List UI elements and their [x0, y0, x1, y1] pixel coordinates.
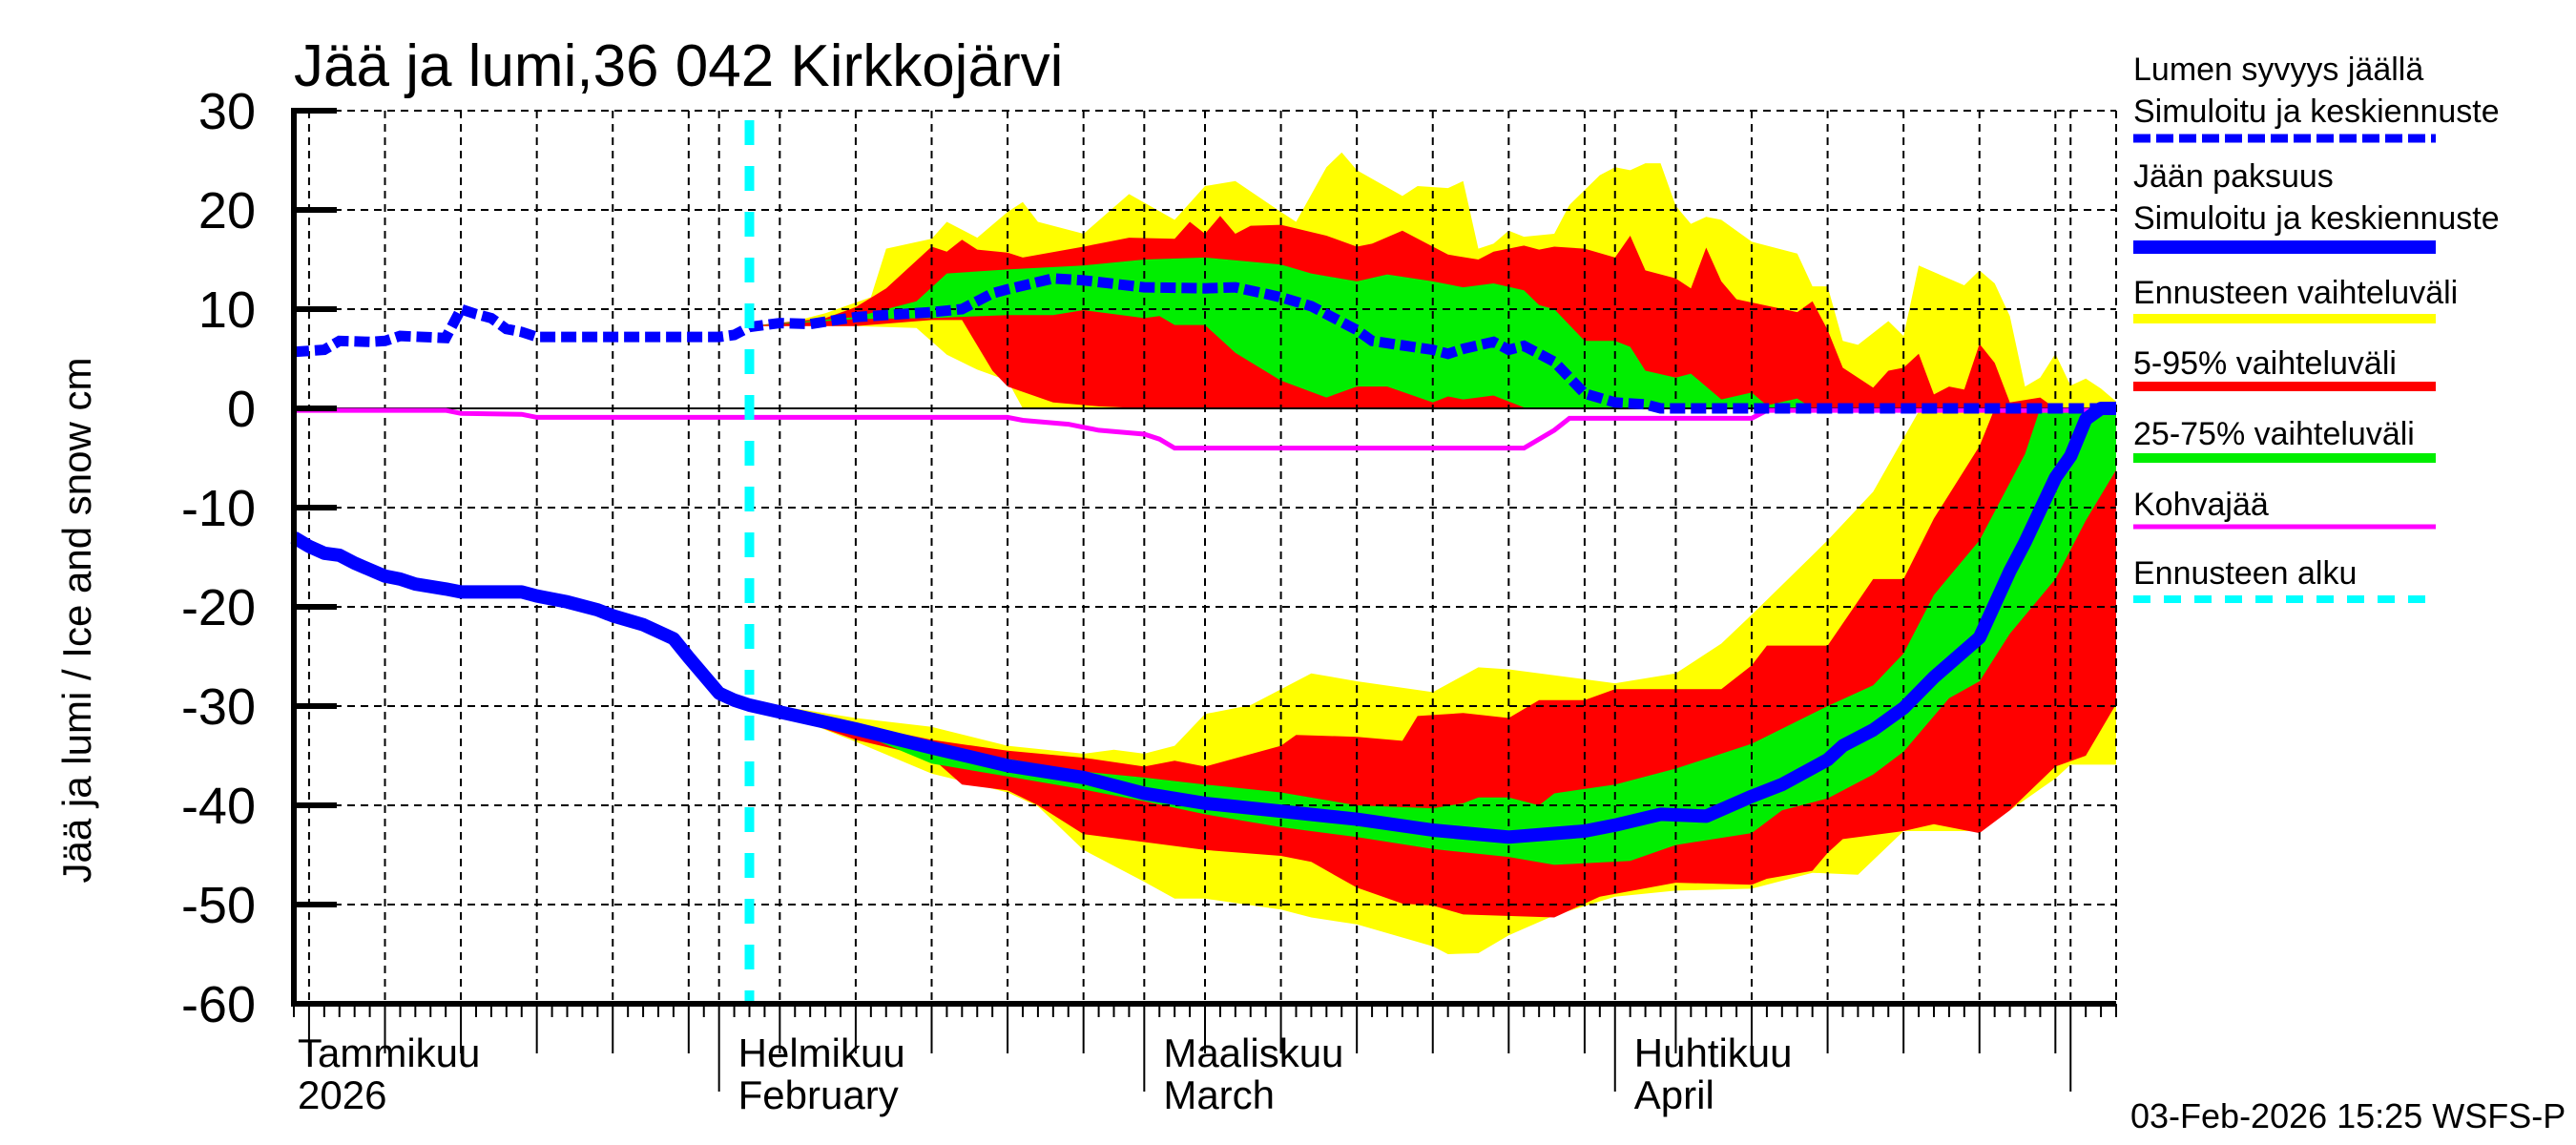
month-label-en: March — [1163, 1072, 1275, 1117]
legend-label: Ennusteen alku — [2133, 555, 2357, 592]
y-tick-label: 0 — [227, 381, 256, 438]
y-tick-label: -10 — [181, 480, 256, 537]
snow-25-75-band — [749, 257, 2116, 408]
y-axis-label: Jää ja lumi / Ice and snow cm — [54, 358, 99, 884]
grid-layer — [294, 110, 2117, 1004]
legend-label: Kohvajää — [2133, 487, 2269, 523]
y-tick-label: -40 — [181, 778, 256, 835]
legend: Lumen syvyys jäällä Simuloitu ja keskienn… — [2133, 52, 2500, 603]
legend-label: Lumen syvyys jäällä — [2133, 52, 2423, 88]
ice-25-75-band — [749, 408, 2116, 865]
legend-label-sub: Simuloitu ja keskiennuste — [2133, 94, 2500, 130]
y-tick-label: 20 — [198, 182, 256, 239]
ice-thickness-line — [290, 402, 2116, 844]
y-tick-label: 30 — [198, 83, 256, 140]
legend-label: Ennusteen vaihteluväli — [2133, 275, 2458, 311]
month-label: Helmikuu — [738, 1030, 905, 1075]
chart-title: Jää ja lumi,36 042 Kirkkojärvi — [294, 33, 1063, 99]
y-tick-label: -60 — [181, 976, 256, 1033]
legend-label: Jään paksuus — [2133, 158, 2334, 195]
month-label: Huhtikuu — [1634, 1030, 1793, 1075]
y-tick-label: -50 — [181, 877, 256, 934]
month-label-en: April — [1634, 1072, 1714, 1117]
y-tick-label: -20 — [181, 579, 256, 636]
y-tick-label: -30 — [181, 678, 256, 736]
legend-label: 5-95% vaihteluväli — [2133, 345, 2397, 382]
month-label: Maaliskuu — [1163, 1030, 1343, 1075]
legend-label: 25-75% vaihteluväli — [2133, 416, 2415, 452]
footer-timestamp: 03-Feb-2026 15:25 WSFS-P — [2130, 1096, 2566, 1135]
month-label-en: 2026 — [298, 1072, 386, 1117]
y-tick-label: 10 — [198, 281, 256, 339]
snow-depth-line — [293, 273, 2116, 414]
slush-ice-line — [294, 407, 2116, 451]
month-label-en: February — [738, 1072, 899, 1117]
month-label: Tammikuu — [298, 1030, 480, 1075]
legend-label-sub: Simuloitu ja keskiennuste — [2133, 200, 2500, 237]
series-layer — [290, 120, 2116, 1004]
